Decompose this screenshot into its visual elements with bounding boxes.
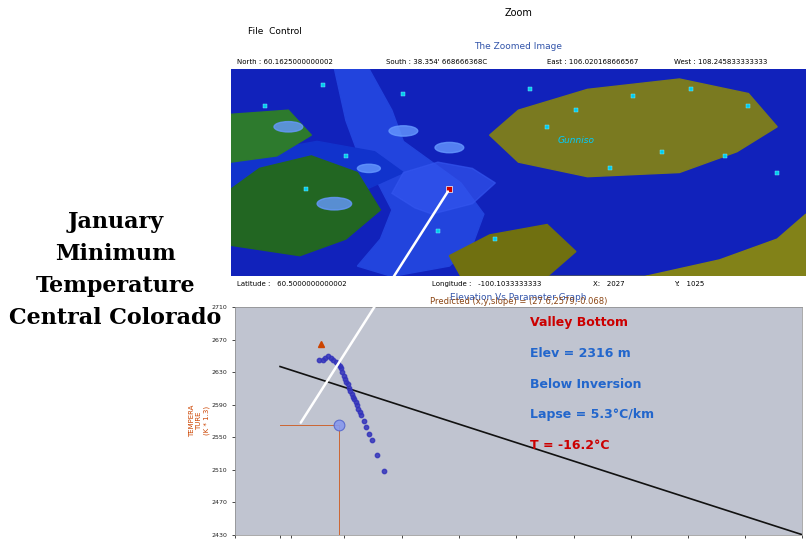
Point [322, 352, 335, 360]
Point [360, 423, 373, 432]
Polygon shape [231, 156, 381, 256]
Polygon shape [335, 69, 484, 276]
Text: East : 106.020168666567: East : 106.020168666567 [548, 58, 638, 65]
Point [330, 357, 343, 366]
Point [370, 451, 383, 460]
Text: North : 60.1625000000002: North : 60.1625000000002 [237, 58, 332, 65]
Y-axis label: TEMPERA
TURE
(K * 1.3): TEMPERA TURE (K * 1.3) [190, 405, 210, 437]
Point [357, 417, 370, 426]
Point [339, 374, 352, 383]
Point [377, 467, 390, 476]
Point [343, 384, 356, 393]
Point [336, 368, 349, 376]
Text: Latitude :   60.5000000000002: Latitude : 60.5000000000002 [237, 280, 346, 287]
Point [355, 411, 368, 420]
Text: The Zoomed Image: The Zoomed Image [475, 43, 562, 51]
Text: Below Inversion: Below Inversion [530, 378, 642, 391]
Polygon shape [489, 79, 777, 177]
Text: South : 38.354' 668666368C: South : 38.354' 668666368C [386, 58, 488, 65]
Point [353, 408, 366, 416]
Point [347, 392, 360, 401]
Text: Elevation Vs Parameter Graph: Elevation Vs Parameter Graph [450, 293, 586, 302]
Text: January
Minimum
Temperature
Central Colorado: January Minimum Temperature Central Colo… [9, 211, 222, 329]
Point [345, 390, 358, 399]
Text: Y:   1025: Y: 1025 [674, 280, 704, 287]
Text: Elev = 2316 m: Elev = 2316 m [530, 347, 630, 360]
Point [326, 356, 339, 364]
Point [365, 436, 378, 445]
Polygon shape [548, 214, 806, 276]
Polygon shape [392, 162, 496, 214]
Polygon shape [450, 225, 576, 276]
Point [333, 421, 346, 429]
Point [332, 360, 345, 368]
Point [334, 361, 347, 370]
Point [344, 387, 357, 395]
Circle shape [435, 143, 464, 153]
Point [349, 398, 362, 407]
Point [337, 372, 350, 381]
Text: File  Control: File Control [248, 27, 302, 36]
Text: Gunniso: Gunniso [557, 137, 595, 145]
Point [351, 400, 364, 409]
Point [324, 353, 337, 362]
Text: X:   2027: X: 2027 [593, 280, 625, 287]
Point [363, 430, 376, 438]
Point [348, 395, 361, 403]
Point [318, 353, 331, 362]
Point [352, 404, 365, 413]
Polygon shape [231, 110, 311, 162]
Polygon shape [231, 141, 403, 210]
Text: Valley Bottom: Valley Bottom [530, 316, 628, 329]
Circle shape [318, 198, 352, 210]
Text: Lapse = 5.3°C/km: Lapse = 5.3°C/km [530, 408, 654, 421]
Point [335, 364, 347, 373]
Point [340, 377, 353, 386]
Circle shape [357, 164, 381, 173]
Title: Predicted (x,y,slope) = (27.6,2579,-0.068): Predicted (x,y,slope) = (27.6,2579,-0.06… [430, 298, 607, 307]
Circle shape [389, 126, 418, 136]
Text: T = -16.2°C: T = -16.2°C [530, 439, 609, 452]
Point [316, 356, 329, 364]
Text: West : 108.245833333333: West : 108.245833333333 [674, 58, 767, 65]
Point [312, 356, 325, 364]
Text: Zoom: Zoom [505, 8, 532, 18]
Text: Longitude :   -100.1033333333: Longitude : -100.1033333333 [433, 280, 542, 287]
Circle shape [274, 122, 303, 132]
Point [341, 380, 354, 389]
